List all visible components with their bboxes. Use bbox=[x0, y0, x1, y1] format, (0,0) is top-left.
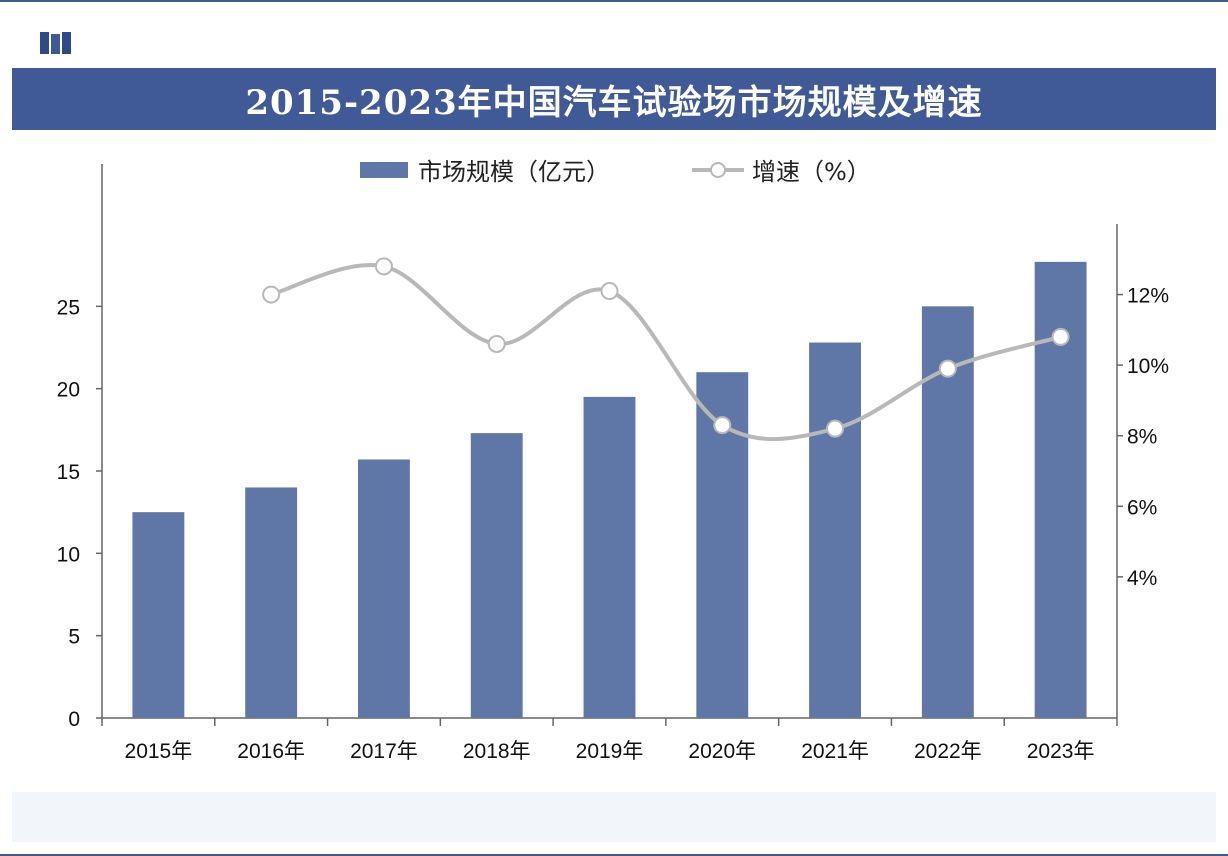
right-tick-label: 8% bbox=[1127, 426, 1157, 449]
left-tick-label: 5 bbox=[68, 626, 80, 649]
x-tick-label: 2023年 bbox=[1027, 740, 1095, 763]
growth-point bbox=[262, 285, 281, 304]
chart-title-bar: 2015-2023年中国汽车试验场市场规模及增速 bbox=[12, 68, 1216, 130]
legend-bar-swatch bbox=[360, 162, 408, 178]
x-tick-label: 2021年 bbox=[801, 740, 869, 763]
growth-point bbox=[826, 419, 845, 438]
growth-point bbox=[600, 282, 619, 301]
legend-bar-label: 市场规模（亿元） bbox=[418, 158, 610, 186]
bar bbox=[809, 342, 861, 718]
legend: 市场规模（亿元） 增速（%） bbox=[360, 158, 871, 186]
plot-area: 0 5 10 15 20 25 4% 6% 8% 10% 12% 2015年 2016年 2017年 201… bbox=[57, 164, 1169, 763]
right-tick-label: 10% bbox=[1127, 355, 1169, 378]
footer-band bbox=[12, 792, 1216, 842]
chart-title: 2015-2023年中国汽车试验场市场规模及增速 bbox=[245, 82, 983, 123]
growth-point bbox=[487, 334, 506, 353]
left-tick-label: 0 bbox=[68, 708, 80, 731]
growth-line bbox=[270, 263, 1062, 442]
legend-line-label: 增速（%） bbox=[752, 158, 871, 186]
bar bbox=[132, 512, 185, 718]
x-tick-label: 2016年 bbox=[237, 740, 305, 763]
left-tick-label: 15 bbox=[57, 461, 80, 484]
right-tick-label: 4% bbox=[1127, 567, 1157, 590]
left-tick-label: 10 bbox=[57, 543, 80, 566]
growth-point bbox=[374, 257, 393, 276]
growth-point bbox=[713, 416, 732, 435]
bar bbox=[583, 396, 636, 718]
x-tick-label: 2017年 bbox=[350, 740, 418, 763]
left-tick-label: 25 bbox=[57, 296, 80, 319]
x-tick-label: 2018年 bbox=[463, 740, 531, 763]
x-tick-label: 2015年 bbox=[125, 740, 193, 763]
bar bbox=[470, 433, 523, 718]
growth-point bbox=[938, 359, 957, 378]
right-tick-label: 12% bbox=[1127, 285, 1169, 308]
growth-point bbox=[1051, 327, 1070, 346]
right-tick-label: 6% bbox=[1127, 496, 1157, 519]
left-tick-label: 20 bbox=[57, 379, 80, 402]
bar bbox=[358, 459, 410, 718]
bar bbox=[245, 487, 298, 718]
x-tick-label: 2020年 bbox=[688, 740, 756, 763]
legend-line-marker bbox=[710, 162, 726, 178]
logo-icon bbox=[40, 32, 71, 54]
x-tick-label: 2019年 bbox=[576, 740, 644, 763]
x-tick-label: 2022年 bbox=[914, 740, 982, 763]
